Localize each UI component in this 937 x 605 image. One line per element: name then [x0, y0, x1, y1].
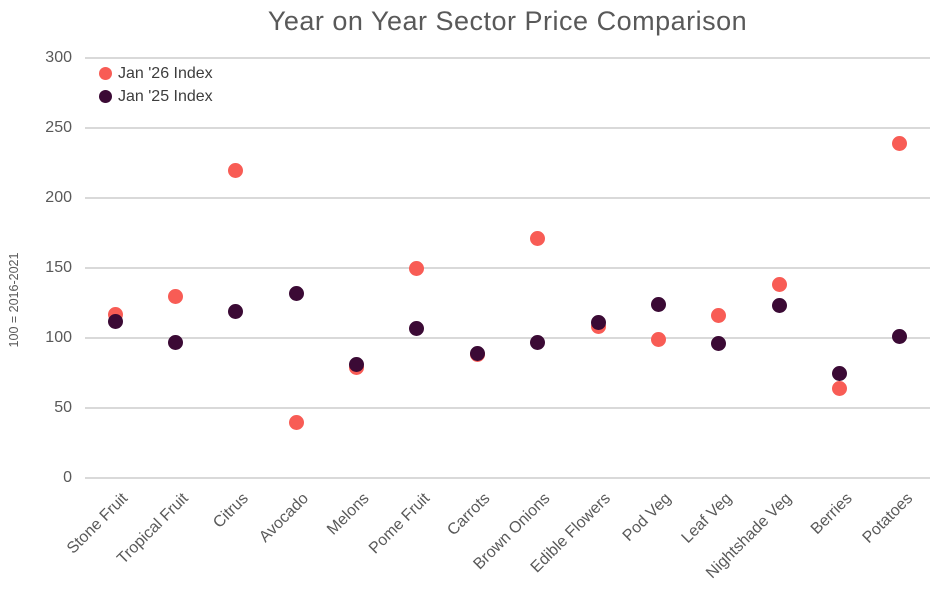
legend-marker-jan26: [99, 67, 112, 80]
data-point-jan25-leaf-veg: [711, 336, 727, 352]
data-point-jan25-brown-onions: [530, 334, 546, 350]
data-point-jan25-edible-flowers: [590, 315, 606, 331]
gridline-200: [85, 197, 930, 199]
data-point-jan25-pome-fruit: [409, 320, 425, 336]
legend-item-jan26: Jan '26 Index: [99, 62, 213, 85]
y-tick-label-250: 250: [45, 119, 72, 136]
gridline-250: [85, 127, 930, 129]
data-point-jan25-tropical-fruit: [168, 334, 184, 350]
x-axis-label-text: Potatoes: [859, 490, 916, 547]
legend-label-jan25: Jan '25 Index: [118, 87, 213, 105]
plot-area: Jan '26 Index Jan '25 Index: [85, 57, 930, 479]
data-point-jan25-pod-veg: [650, 296, 666, 312]
data-point-jan25-avocado: [288, 285, 304, 301]
gridline-150: [85, 267, 930, 269]
data-point-jan25-citrus: [228, 303, 244, 319]
y-tick-label-50: 50: [54, 399, 72, 416]
data-point-jan26-pod-veg: [650, 331, 666, 347]
y-tick-label-300: 300: [45, 49, 72, 66]
chart-title: Year on Year Sector Price Comparison: [267, 6, 748, 36]
x-axis-label-potatoes: Potatoes: [704, 490, 916, 547]
gridline-50: [85, 407, 930, 409]
data-point-jan26-berries: [831, 380, 847, 396]
data-point-jan25-melons: [349, 357, 365, 373]
y-tick-label-0: 0: [63, 469, 72, 486]
y-tick-label-200: 200: [45, 189, 72, 206]
data-point-jan25-carrots: [469, 345, 485, 361]
legend-item-jan25: Jan '25 Index: [99, 85, 213, 108]
gridline-300: [85, 57, 930, 59]
data-point-jan26-brown-onions: [530, 231, 546, 247]
y-tick-label-100: 100: [45, 329, 72, 346]
data-point-jan26-tropical-fruit: [168, 288, 184, 304]
data-point-jan25-stone-fruit: [107, 313, 123, 329]
legend-label-jan26: Jan '26 Index: [118, 64, 213, 82]
data-point-jan25-berries: [831, 365, 847, 381]
gridline-100: [85, 337, 930, 339]
data-point-jan26-potatoes: [892, 135, 908, 151]
gridline-0: [85, 477, 930, 479]
legend-marker-jan25: [99, 90, 112, 103]
data-point-jan26-avocado: [288, 414, 304, 430]
data-point-jan26-citrus: [228, 162, 244, 178]
data-point-jan25-nightshade-veg: [771, 298, 787, 314]
data-point-jan25-potatoes: [892, 329, 908, 345]
data-point-jan26-pome-fruit: [409, 260, 425, 276]
y-tick-label-150: 150: [45, 259, 72, 276]
data-point-jan26-leaf-veg: [711, 308, 727, 324]
data-point-jan26-nightshade-veg: [771, 277, 787, 293]
legend: Jan '26 Index Jan '25 Index: [99, 62, 213, 108]
